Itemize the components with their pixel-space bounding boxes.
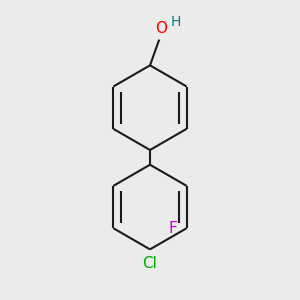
Text: O: O [155,21,167,36]
Text: Cl: Cl [142,256,158,271]
Text: F: F [169,221,178,236]
Text: H: H [171,15,181,29]
